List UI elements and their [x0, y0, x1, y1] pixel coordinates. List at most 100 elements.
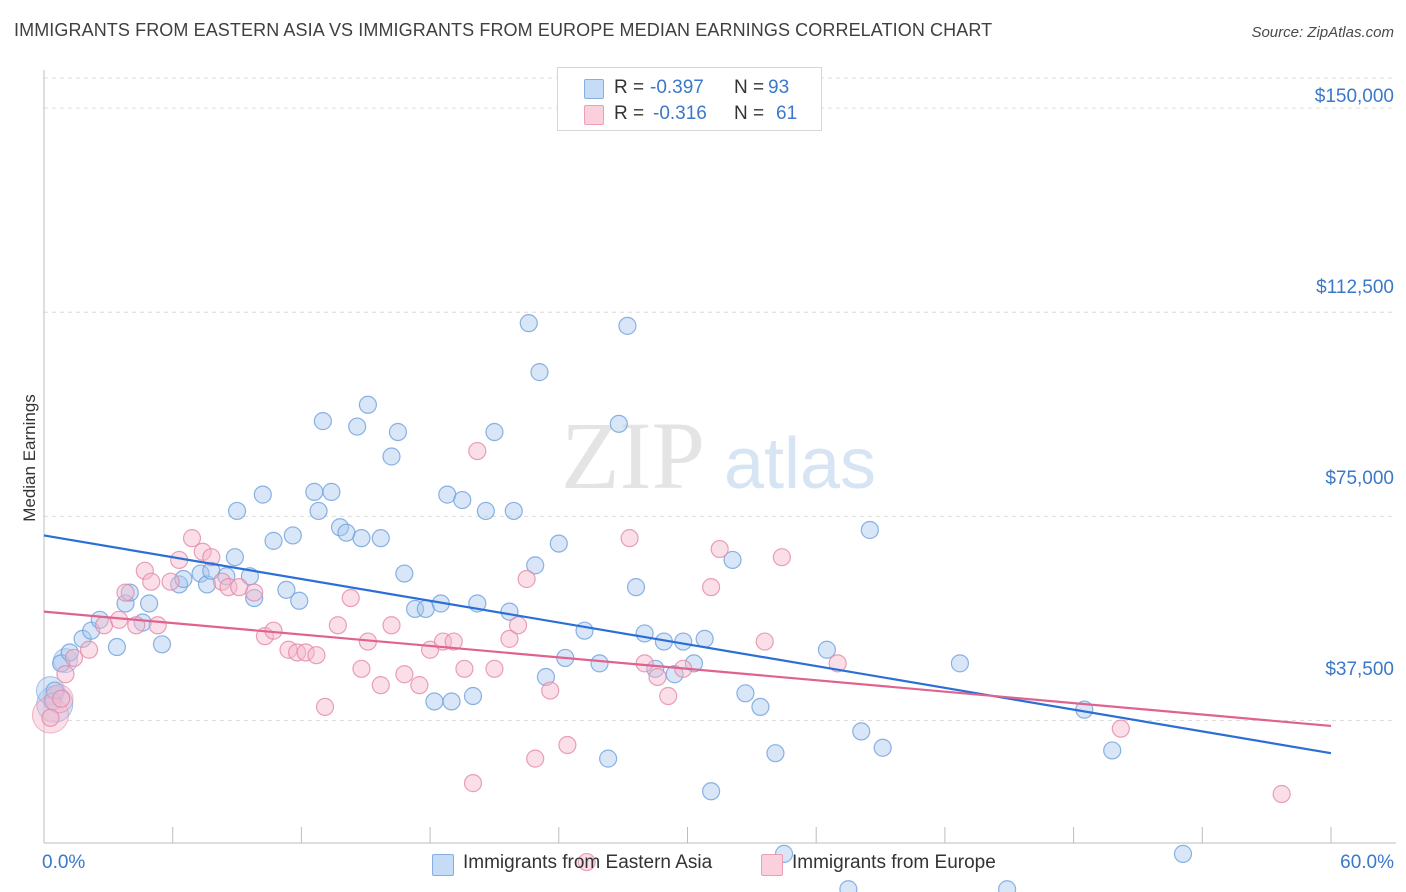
europe-point [558, 735, 577, 755]
europe-point [142, 572, 161, 591]
watermark-zip: ZIP [561, 402, 705, 509]
eastern-asia-point [575, 621, 594, 640]
europe-point [463, 774, 483, 793]
eastern-asia-point [253, 485, 272, 504]
eastern-asia-point [530, 363, 549, 382]
eastern-asia-point [322, 482, 341, 501]
legend-swatch [584, 79, 604, 99]
eastern-asia-point [405, 599, 425, 619]
europe-point [371, 676, 390, 695]
correlation-legend: R = -0.397 N = 93 R = -0.316 N = 61 [557, 67, 822, 131]
eastern-asia-point [290, 591, 309, 610]
eastern-asia-point [723, 550, 742, 570]
eastern-asia-point [839, 880, 858, 892]
legend-n-value: 61 [776, 103, 798, 124]
eastern-asia-point [590, 654, 609, 673]
eastern-asia-point [1173, 844, 1193, 863]
x-tick-label: 0.0% [42, 852, 86, 873]
europe-point [64, 648, 84, 668]
europe-point [135, 561, 154, 580]
europe-point [328, 616, 347, 635]
legend-n-value: 93 [768, 77, 790, 98]
eastern-asia-point [463, 686, 483, 706]
eastern-asia-point [519, 314, 538, 333]
eastern-asia-point [536, 667, 556, 687]
eastern-asia-point [635, 624, 654, 643]
y-axis-label: Median Earnings [20, 394, 39, 522]
europe-point [245, 583, 264, 602]
eastern-asia-point [860, 520, 879, 540]
legend-n-label: N = [734, 103, 765, 124]
europe-point [444, 632, 463, 651]
europe-point [395, 665, 414, 684]
europe-point [79, 640, 99, 659]
europe-point [577, 852, 596, 872]
eastern-asia-point [852, 722, 871, 741]
eastern-asia-point [277, 580, 296, 599]
y-tick-label: $37,500 [1325, 659, 1394, 680]
eastern-asia-point [695, 629, 714, 648]
europe-point [341, 588, 360, 608]
eastern-asia-point [684, 654, 704, 673]
eastern-asia-point [313, 412, 332, 431]
europe-point [701, 578, 721, 597]
legend-r-value: -0.397 [650, 77, 704, 98]
eastern-asia-point [227, 501, 247, 521]
eastern-asia-point [388, 422, 408, 442]
eastern-asia-point [618, 316, 637, 335]
europe-point [500, 629, 519, 648]
eastern-asia-point [485, 422, 504, 442]
europe-point [182, 529, 202, 548]
eastern-asia-point [152, 635, 172, 654]
europe-point [41, 708, 60, 727]
legend-r-label: R = [614, 103, 645, 124]
europe-point [1272, 784, 1291, 804]
europe-point [52, 689, 71, 708]
eastern-asia-point [526, 556, 545, 575]
eastern-asia-point [116, 594, 135, 613]
eastern-asia-point [225, 548, 245, 567]
eastern-asia-point [358, 395, 377, 414]
legend-label: Immigrants from Europe [792, 852, 996, 873]
eastern-asia-point [626, 578, 646, 597]
eastern-asia-point [305, 482, 324, 501]
watermark-atlas: atlas [724, 424, 876, 504]
europe-point [620, 529, 639, 548]
eastern-asia-point [504, 501, 523, 521]
europe-point [193, 542, 212, 561]
eastern-asia-point [425, 692, 444, 711]
eastern-asia-point [348, 417, 367, 436]
eastern-asia-point [998, 880, 1017, 892]
europe-point [116, 583, 135, 602]
europe-point [352, 659, 371, 678]
europe-point [526, 749, 545, 768]
europe-point [755, 632, 774, 651]
europe-point [828, 654, 847, 673]
eastern-asia-point [352, 529, 371, 548]
eastern-asia-point [476, 501, 495, 521]
legend-label: Immigrants from Eastern Asia [463, 852, 713, 873]
eastern-asia-point [120, 583, 139, 602]
eastern-asia-point [191, 564, 210, 583]
eastern-asia-point [245, 588, 264, 608]
europe-point [468, 441, 487, 461]
legend-n-label: N = [734, 77, 765, 98]
legend-swatch [432, 854, 454, 876]
eastern-asia-point [736, 684, 755, 703]
europe-point [148, 616, 167, 635]
europe-point [410, 676, 429, 695]
eastern-asia-point [609, 414, 628, 433]
europe-point [202, 548, 221, 567]
eastern-asia-point [1103, 741, 1122, 760]
europe-point [710, 539, 729, 559]
europe-point [296, 643, 315, 662]
europe-point [219, 578, 238, 597]
eastern-asia-point [283, 526, 302, 545]
eastern-asia-point [549, 534, 568, 553]
europe-point [455, 659, 474, 678]
x-tick-label: 60.0% [1340, 852, 1394, 873]
eastern-asia-point [140, 594, 159, 613]
legend-swatch [584, 105, 604, 125]
eastern-asia-point [599, 749, 618, 768]
